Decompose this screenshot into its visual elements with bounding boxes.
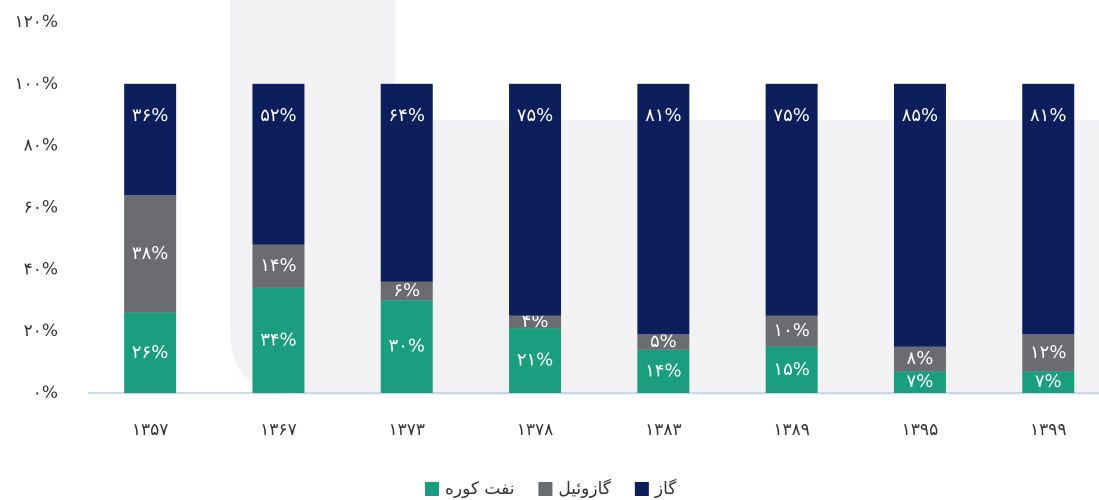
legend-label: گازوئیل xyxy=(558,478,611,499)
data-label: ۳۸% xyxy=(132,243,168,264)
data-label: ۱۵% xyxy=(773,359,809,380)
bar-segment xyxy=(637,349,690,393)
data-label: ۱۰% xyxy=(773,320,809,341)
bar-segment xyxy=(509,83,562,316)
y-tick-label: ۱۰۰% xyxy=(14,74,58,94)
bar-segment xyxy=(637,334,690,350)
bar-segment xyxy=(252,244,305,288)
bar-segment xyxy=(124,195,177,313)
data-label: ۴% xyxy=(522,311,549,332)
data-label: ۸% xyxy=(907,348,934,369)
bar-segment xyxy=(637,83,690,335)
data-label: ۸۵% xyxy=(902,105,938,126)
bar-segment xyxy=(509,328,562,393)
legend-swatch xyxy=(425,482,439,496)
bar-segment xyxy=(124,83,177,196)
data-label: ۵۲% xyxy=(260,105,296,126)
bar-segment xyxy=(252,83,305,245)
data-label: ۳۶% xyxy=(132,105,168,126)
data-label: ۲۱% xyxy=(517,350,553,371)
data-label: ۷۵% xyxy=(517,105,553,126)
bar-segment xyxy=(1022,334,1075,372)
bar-segment xyxy=(765,315,818,347)
bar-segment xyxy=(380,83,433,282)
bar-segment xyxy=(252,287,305,393)
bar-segment xyxy=(893,371,946,393)
bar-segment xyxy=(1022,83,1075,335)
bar-segment xyxy=(893,346,946,372)
data-label: ۳۴% xyxy=(260,329,296,350)
data-label: ۷% xyxy=(907,371,934,392)
data-label: ۱۴% xyxy=(260,255,296,276)
data-label: ۱۴% xyxy=(645,360,681,381)
data-label: ۷% xyxy=(1035,371,1062,392)
data-label: ۸۱% xyxy=(645,105,681,126)
legend-label: نفت کوره xyxy=(445,479,514,499)
bar-segment xyxy=(124,312,177,393)
y-tick-label: ۱۲۰% xyxy=(14,12,58,32)
legend-swatch xyxy=(538,482,553,496)
y-tick-label: ۴۰% xyxy=(24,259,58,279)
x-tick-label: ۱۳۷۳ xyxy=(388,420,425,440)
data-label: ۸۱% xyxy=(1030,105,1066,126)
x-tick-label: ۱۳۷۸ xyxy=(517,420,554,440)
data-label: ۱۲% xyxy=(1030,342,1066,363)
x-tick-label: ۱۳۹۹ xyxy=(1030,420,1067,440)
bar-segment xyxy=(765,83,818,316)
x-tick-label: ۱۳۶۷ xyxy=(260,420,297,440)
data-label: ۲۶% xyxy=(132,342,168,363)
y-tick-label: ۸۰% xyxy=(24,136,58,156)
bar-segment xyxy=(1022,371,1075,393)
y-tick-label: ۰% xyxy=(33,383,58,403)
data-label: ۳۰% xyxy=(389,336,425,357)
bar-segment xyxy=(765,346,818,393)
x-tick-label: ۱۳۹۵ xyxy=(902,420,939,440)
x-tick-label: ۱۳۸۳ xyxy=(645,420,682,440)
y-tick-label: ۶۰% xyxy=(24,198,58,218)
data-label: ۶% xyxy=(393,280,420,301)
data-label: ۶۴% xyxy=(389,105,425,126)
legend-swatch xyxy=(634,482,649,496)
bar-segment xyxy=(380,281,433,301)
data-label: ۵% xyxy=(650,331,677,352)
bar-segment xyxy=(380,300,433,393)
y-tick-label: ۲۰% xyxy=(24,321,58,341)
x-tick-label: ۱۳۵۷ xyxy=(132,420,169,440)
x-tick-label: ۱۳۸۹ xyxy=(773,420,810,440)
bar-segment xyxy=(893,83,946,347)
data-label: ۷۵% xyxy=(773,105,809,126)
bar-segment xyxy=(509,315,562,329)
legend-label: گاز xyxy=(654,478,677,499)
